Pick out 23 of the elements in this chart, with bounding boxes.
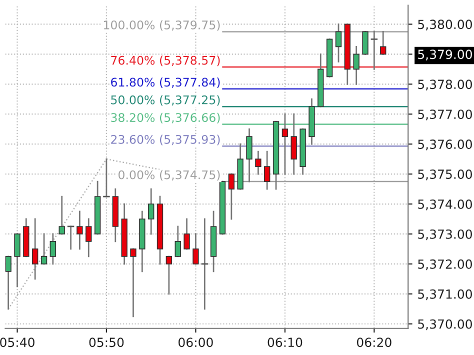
x-tick-label: 05:40 [0, 338, 34, 348]
ref-line-label: 50.00% (5,377.25) [111, 95, 220, 106]
y-tick-label: 5,372.00 [418, 259, 472, 270]
x-tick-label: 05:50 [89, 338, 124, 348]
y-tick-label: 5,370.00 [418, 319, 472, 330]
x-tick-label: 06:20 [356, 338, 392, 348]
y-tick-label: 5,374.00 [418, 199, 472, 210]
ref-line-label: 0.00% (5,374.75) [118, 170, 220, 181]
ref-line-label: 23.60% (5,375.93) [111, 134, 220, 146]
y-tick-label: 5,376.00 [418, 140, 472, 150]
ref-line-label: 61.80% (5,377.84) [111, 78, 220, 88]
y-tick-label: 5,373.00 [418, 229, 472, 240]
ref-line-label: 38.20% (5,376.66) [111, 112, 220, 124]
y-tick-label: 5,380.00 [418, 20, 472, 30]
y-tick-label: 5,371.00 [418, 289, 472, 300]
x-tick-label: 06:10 [268, 338, 302, 348]
ref-line-label: 76.40% (5,378.57) [111, 56, 220, 66]
y-tick-label: 5,375.00 [418, 170, 472, 180]
y-tick-label: 5,379.00 [418, 50, 472, 60]
x-tick-label: 06:00 [178, 338, 213, 348]
y-tick-label: 5,378.00 [418, 80, 472, 90]
y-tick-label: 5,377.00 [418, 110, 472, 120]
ref-line-label: 100.00% (5,379.75) [104, 20, 220, 31]
